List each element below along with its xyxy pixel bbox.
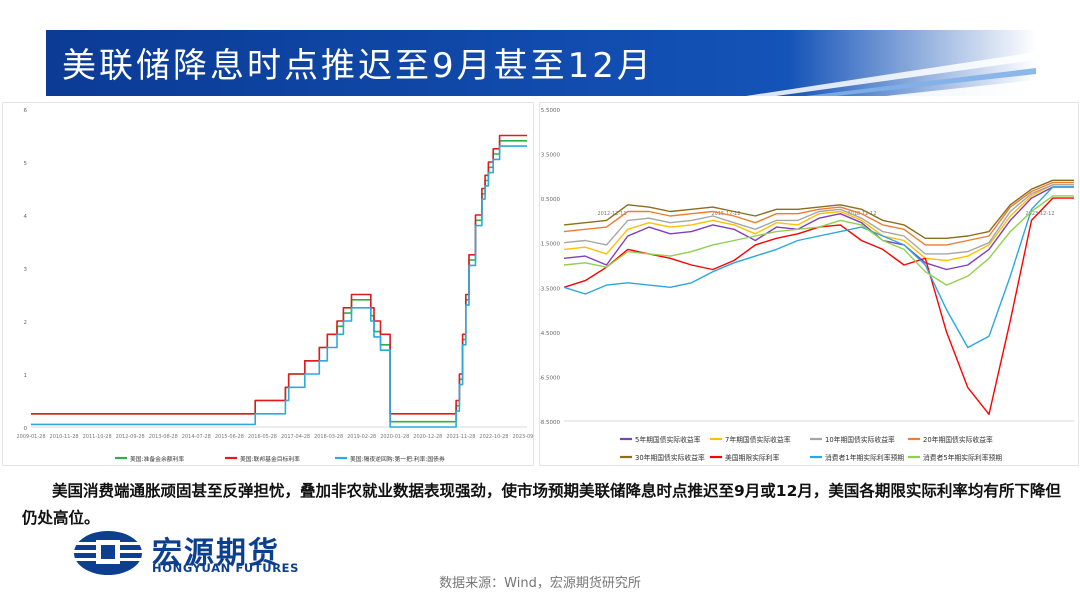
series-line-2 [563,184,1074,262]
x-tick-label: 2018-03-28 [314,434,343,440]
x-tick-label: 2021-11-28 [446,434,475,440]
title-bar-background [46,30,1036,96]
series-line-3 [563,184,1074,255]
y-tick-label: 3.5000 [541,153,561,159]
title-bar: 美联储降息时点推迟至9月甚至12月 [46,30,1036,96]
series-line-4 [563,181,1074,246]
policy-rate-chart: 0 1 2 3 4 5 6 2009-01-28 2010-11-28 2011-10-28 201… [16,108,541,463]
x-tick-label: 2017-04-28 [281,434,310,440]
x-tick-label: 2011-10-28 [83,434,112,440]
series-line-7 [563,186,1074,349]
right-chart-panel: 5.5000 3.5000 0.5000 -1.5000 -3.5000 -4.5000 -… [539,102,1079,466]
series-line-8 [563,195,1074,286]
series-line-5 [563,179,1074,239]
y-tick-label: -1.5000 [540,242,560,248]
series-line-2 [31,134,527,415]
data-source-note: 数据来源：Wind，宏源期货研究所 [439,576,641,591]
legend-label: 消费者1年期实际利率预期 [825,453,904,462]
series-line-1 [563,186,1074,271]
x-tick-label: 2012-09-28 [116,434,145,440]
legend-label: 美国:联邦基金目标利率 [240,455,300,463]
x-tick-label: 2016-05-28 [248,434,277,440]
y-tick-label: 2 [24,320,28,326]
legend-label: 美国期限实际利率 [725,453,780,462]
y-tick-label: 5 [24,161,28,167]
x-tick-label: 2023-09-28 [512,434,533,440]
y-tick-label: -6.5000 [540,375,560,381]
y-tick-label: 5.5000 [541,108,561,114]
x-tick-label: 2010-11-28 [50,434,79,440]
y-tick-label: 4 [24,214,28,220]
slide-title: 美联储降息时点推迟至9月甚至12月 [62,46,654,86]
x-tick-label: 2022-10-28 [479,434,508,440]
legend-label: 20年期国债实际收益率 [923,435,993,444]
y-tick-label: -3.5000 [540,286,560,292]
y-tick-label: 3 [24,267,28,273]
y-tick-label: 1 [24,373,28,379]
y-tick-label: 0 [24,426,28,432]
series-line-3 [31,145,527,428]
summary-text: 美国消费端通胀顽固甚至反弹担忧，叠加非农就业数据表现强劲，使市场预期美联储降息时… [22,482,1061,527]
x-tick-label: 2019-02-28 [347,434,376,440]
legend-label: 30年期国债实际收益率 [635,453,705,462]
left-chart-panel: 0 1 2 3 4 5 6 2009-01-28 2010-11-28 2011-10-28 201… [2,102,542,466]
x-tick-label: 2015-06-28 [215,434,244,440]
real-rate-chart: 5.5000 3.5000 0.5000 -1.5000 -3.5000 -4.5000 -… [539,108,1074,462]
y-tick-label: 0.5000 [541,197,561,203]
logo-mark-icon [74,531,142,575]
summary-paragraph: 美国消费端通胀顽固甚至反弹担忧，叠加非农就业数据表现强劲，使市场预期美联储降息时… [22,478,1062,532]
y-tick-label: 6 [24,108,28,114]
legend-label: 10年期国债实际收益率 [825,435,895,444]
legend-label: 5年期国债实际收益率 [635,435,701,444]
company-logo: 宏源期货 HONGYUAN FUTURES [72,528,312,578]
logo-chinese-name: 宏源期货 [152,536,280,571]
legend-label: 美国:准备金余额利率 [130,455,184,463]
y-tick-label: -8.5000 [540,420,560,426]
x-tick-label: 2023-12-12 [1025,211,1054,217]
series-line-1 [31,140,527,423]
x-tick-label: 2020-01-28 [380,434,409,440]
x-tick-label: 2012-12-11 [597,211,626,217]
x-tick-label: 2013-08-28 [149,434,178,440]
legend-label: 消费者5年期实际利率预期 [923,453,1002,462]
legend-label: 美国:隔夜逆回购:第一把:利率:国债券 [350,455,445,463]
x-tick-label: 2020-12-28 [413,434,442,440]
logo-english-name: HONGYUAN FUTURES [152,561,300,575]
x-tick-label: 2009-01-28 [16,434,45,440]
legend-label: 7年期国债实际收益率 [725,435,791,444]
x-tick-label: 2014-07-28 [182,434,211,440]
y-tick-label: -4.5000 [540,331,560,337]
